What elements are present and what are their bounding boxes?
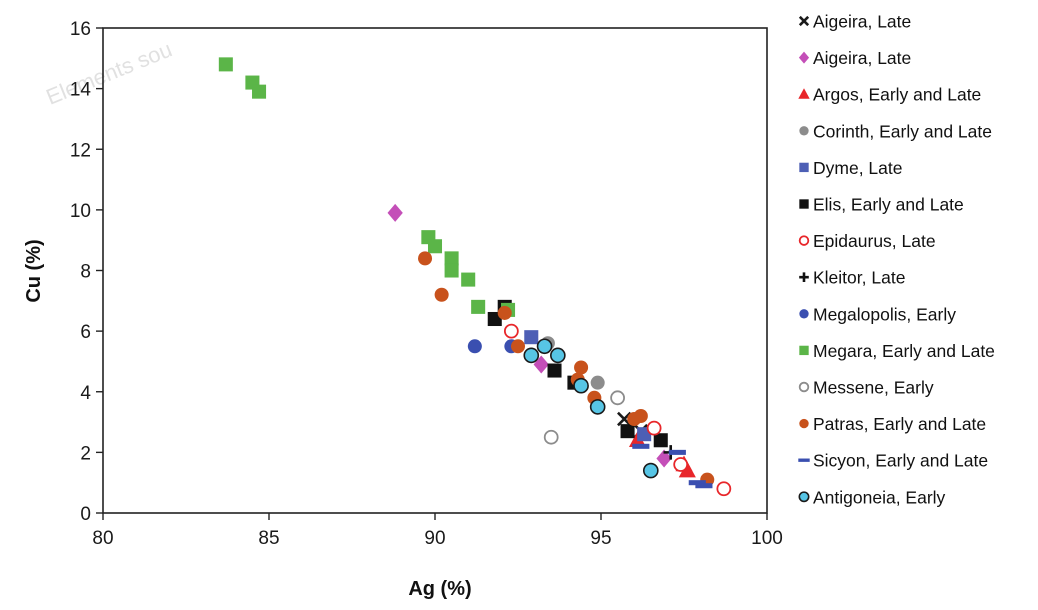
data-point <box>547 363 562 378</box>
y-tick-label: 4 <box>80 383 91 404</box>
data-point <box>673 457 689 472</box>
y-tick-label: 12 <box>70 140 91 161</box>
legend-marker <box>798 51 810 64</box>
data-point <box>642 462 659 479</box>
data-point <box>467 339 482 354</box>
legend: Aigeira, Late Aigeira, Late Argos, Early a… <box>798 12 995 507</box>
x-axis-title: Ag (%) <box>408 578 471 600</box>
x-tick-label: 95 <box>590 528 611 549</box>
legend-label: Megalopolis, Early <box>813 304 956 324</box>
data-point <box>497 305 512 320</box>
y-tick-label: 6 <box>80 322 91 343</box>
legend-label: Argos, Early and Late <box>813 85 981 105</box>
y-tick-label: 10 <box>70 201 91 222</box>
legend-label: Sicyon, Early and Late <box>813 451 988 471</box>
data-point <box>252 84 267 99</box>
legend-marker <box>799 126 809 136</box>
y-tick-label: 16 <box>70 19 91 40</box>
legend-marker <box>798 235 810 246</box>
legend-label: Dyme, Late <box>813 158 902 178</box>
data-point <box>418 251 433 266</box>
data-point <box>688 480 706 486</box>
data-point <box>716 481 732 497</box>
x-tick-label: 90 <box>424 528 445 549</box>
data-point <box>620 424 635 439</box>
data-point <box>574 360 589 375</box>
legend-label: Corinth, Early and Late <box>813 121 992 141</box>
data-point <box>550 347 566 364</box>
legend-marker <box>799 345 809 356</box>
x-tick-label: 100 <box>751 528 783 549</box>
legend-label: Epidaurus, Late <box>813 231 936 251</box>
data-point <box>444 251 459 266</box>
data-point <box>510 339 526 354</box>
legend-label: Patras, Early and Late <box>813 414 986 434</box>
watermark-text: Elements sou <box>43 37 176 110</box>
data-point <box>444 263 459 278</box>
y-tick-label: 2 <box>80 443 91 464</box>
data-point <box>543 429 559 445</box>
data-point <box>695 483 713 489</box>
legend-marker <box>798 381 810 393</box>
data-point <box>617 411 632 427</box>
data-point <box>218 57 233 72</box>
legend-marker <box>798 88 810 99</box>
legend-marker <box>798 458 810 462</box>
legend-marker <box>799 199 809 209</box>
legend-label: Elis, Early and Late <box>813 195 964 215</box>
x-tick-label: 85 <box>258 528 279 549</box>
y-tick-label: 0 <box>80 504 91 525</box>
legend-label: Antigoneia, Early <box>813 487 946 507</box>
data-point <box>653 433 668 448</box>
x-tick-label: 80 <box>92 528 113 549</box>
legend-marker <box>799 418 809 429</box>
data-point <box>523 347 540 364</box>
legend-label: Kleitor, Late <box>813 268 905 288</box>
y-tick-label: 14 <box>70 80 92 101</box>
data-point <box>590 375 605 390</box>
legend-label: Aigeira, Late <box>813 48 911 68</box>
legend-marker <box>799 162 809 173</box>
data-point <box>461 272 476 287</box>
data-point <box>471 299 486 314</box>
legend-marker <box>798 15 810 27</box>
legend-label: Messene, Early <box>813 378 934 398</box>
data-point <box>573 377 589 394</box>
legend-marker <box>798 491 810 503</box>
legend-marker <box>799 272 809 282</box>
data-point <box>632 443 650 449</box>
data-point <box>656 449 672 468</box>
y-axis-title: Cu (%) <box>23 239 45 302</box>
data-point <box>387 203 403 222</box>
legend-marker <box>799 309 809 319</box>
data-point <box>610 390 625 406</box>
y-tick-label: 8 <box>80 262 91 283</box>
data-point <box>633 408 648 424</box>
legend-label: Megara, Early and Late <box>813 341 995 361</box>
data-point <box>434 287 449 302</box>
legend-label: Aigeira, Late <box>813 12 911 32</box>
data-point <box>646 420 662 436</box>
data-point <box>668 449 686 455</box>
data-point <box>503 323 519 339</box>
data-point <box>536 338 553 355</box>
data-point <box>427 239 443 254</box>
data-point <box>524 330 539 345</box>
data-point <box>589 399 606 415</box>
data-point <box>678 461 696 478</box>
